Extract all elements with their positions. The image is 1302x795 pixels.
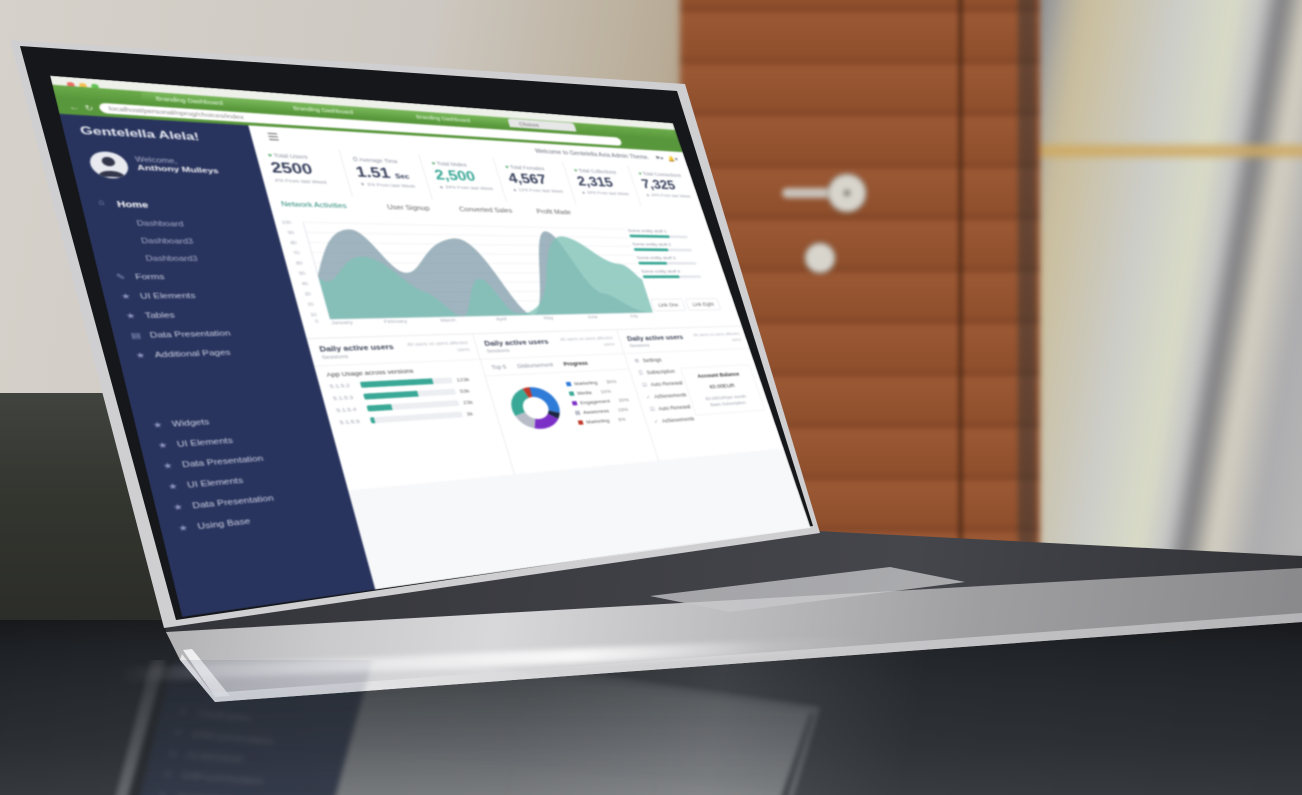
- svg-text:30: 30: [304, 292, 312, 297]
- svg-text:60: 60: [296, 262, 304, 267]
- svg-text:100: 100: [281, 221, 293, 226]
- svg-text:80: 80: [290, 241, 298, 246]
- svg-text:90: 90: [287, 231, 295, 236]
- svg-text:20: 20: [307, 303, 315, 308]
- svg-text:40: 40: [301, 282, 309, 287]
- svg-text:70: 70: [293, 251, 301, 256]
- svg-text:10: 10: [310, 313, 318, 318]
- svg-text:0: 0: [315, 320, 320, 325]
- svg-text:50: 50: [298, 272, 306, 277]
